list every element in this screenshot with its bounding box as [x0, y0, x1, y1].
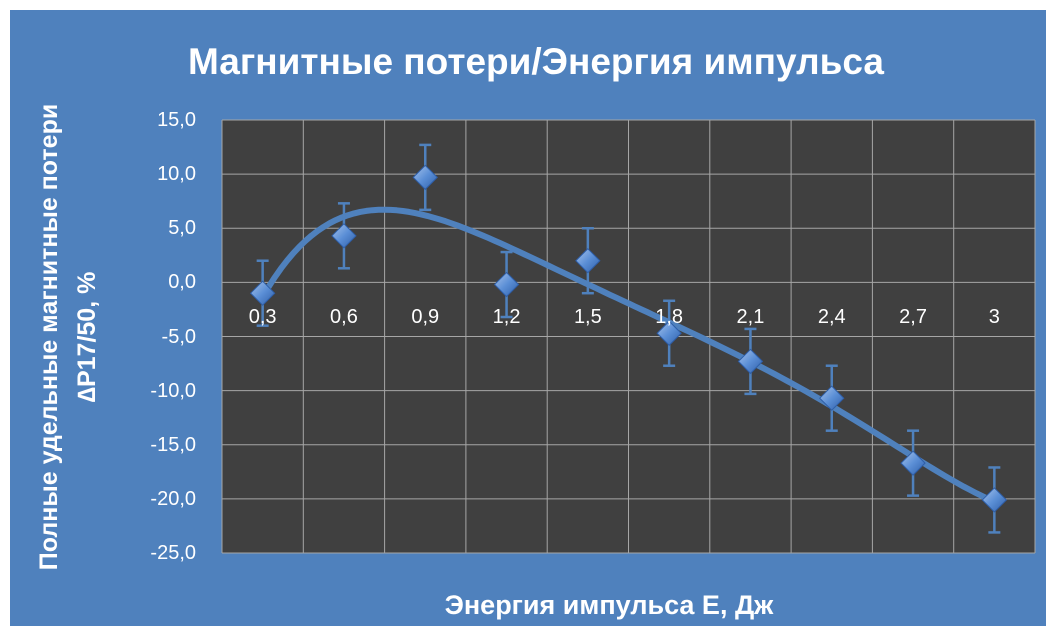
x-tick-label: 0,6	[330, 306, 358, 329]
data-point	[575, 248, 601, 274]
data-point	[900, 450, 926, 476]
data-point	[412, 164, 438, 191]
y-tick-label: 5,0	[168, 217, 196, 240]
data-point	[493, 271, 520, 298]
y-tick-label: 15,0	[157, 109, 196, 131]
y-tick-label: -25,0	[150, 542, 196, 564]
y-tick-label: -20,0	[150, 487, 196, 510]
x-tick-label: 0,9	[411, 306, 440, 329]
x-tick-label: 3	[988, 306, 1000, 329]
trendline	[259, 206, 998, 505]
y-tick-label: -5,0	[161, 325, 196, 348]
data-point	[331, 223, 357, 249]
x-tick-label: 2,1	[736, 306, 765, 329]
data-point	[737, 348, 764, 375]
x-axis-title: Энергия импульса Е, Дж	[444, 590, 774, 620]
y-tick-label: -10,0	[150, 379, 196, 402]
y-tick-label: 0,0	[168, 271, 196, 294]
chart-title: Магнитные потери/Энергия импульса	[188, 41, 884, 82]
x-tick-label: 1,5	[573, 306, 602, 329]
data-point	[819, 385, 845, 411]
x-tick-label: 1,2	[492, 306, 521, 329]
x-tick-label: 0,3	[248, 306, 277, 329]
data-point	[249, 280, 276, 306]
x-tick-label: 2,4	[817, 306, 846, 329]
data-point	[981, 487, 1008, 513]
y-tick-label: -15,0	[150, 433, 196, 456]
x-tick-label: 1,8	[655, 306, 684, 329]
data-point	[656, 320, 682, 346]
x-tick-label: 2,7	[899, 306, 927, 329]
y-tick-label: 10,0	[157, 163, 196, 186]
